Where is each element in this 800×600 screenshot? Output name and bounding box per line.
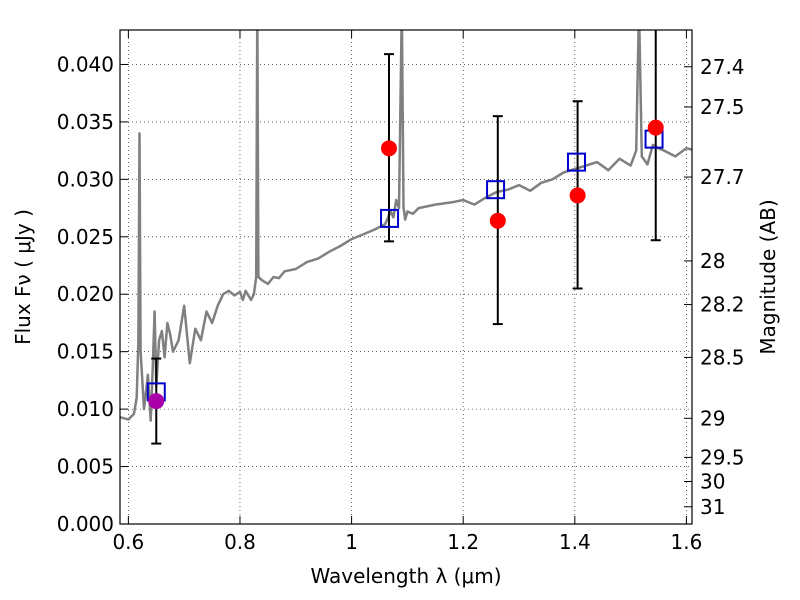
y-axis-ticks: 0.000 0.005 0.010 0.015 0.020 0.025 0.030 0.035…: [57, 52, 128, 536]
y2-tick-label: 29: [700, 406, 725, 430]
x-tick-label: 1.6: [671, 530, 703, 554]
x-tick-label: 1: [345, 530, 358, 554]
y2-tick-label: 30: [700, 469, 725, 493]
y-tick-label: 0.015: [57, 340, 114, 364]
y-tick-label: 0.035: [57, 110, 114, 134]
observed-points: [148, 119, 664, 410]
x-axis-ticks: 0.6 0.8 1 1.2 1.4 1.6: [112, 30, 702, 554]
model-band-square: [486, 180, 506, 200]
y2-tick-label: 27.7: [700, 165, 745, 189]
y2-tick-label: 28.5: [700, 345, 745, 369]
x-tick-label: 0.8: [224, 530, 256, 554]
y2-tick-label: 28.2: [700, 293, 745, 317]
y-tick-label: 0.020: [57, 282, 114, 306]
grid: [120, 30, 692, 525]
y2-tick-label: 27.5: [700, 95, 745, 119]
y2-axis-title: Magnitude (AB): [756, 199, 780, 354]
y-tick-label: 0.005: [57, 455, 114, 479]
model-band-square: [566, 152, 586, 172]
plot-frame: [119, 29, 693, 525]
observed-point: [489, 212, 506, 229]
observed-point: [380, 140, 397, 157]
x-axis-title: Wavelength λ (μm): [310, 564, 501, 588]
y2-tick-label: 31: [700, 495, 725, 519]
spectrum-series: [120, 30, 692, 422]
y-axis-title: Flux Fν ( μJy ): [11, 209, 35, 345]
y-tick-label: 0.010: [57, 397, 114, 421]
x-tick-label: 1.2: [447, 530, 479, 554]
model-band-square: [380, 208, 400, 228]
y2-tick-label: 29.5: [700, 445, 745, 469]
observed-point: [148, 393, 165, 410]
x-tick-label: 1.4: [559, 530, 591, 554]
y-tick-label: 0.025: [57, 225, 114, 249]
y2-tick-label: 27.4: [700, 55, 745, 79]
errorbars: [151, 30, 661, 445]
y-tick-label: 0.000: [57, 512, 114, 536]
x-tick-label: 0.6: [112, 530, 144, 554]
observed-point: [569, 187, 586, 204]
y2-tick-label: 28: [700, 249, 725, 273]
spectrum-line: [120, 30, 692, 422]
model-band-points: [146, 129, 664, 402]
y-tick-label: 0.030: [57, 167, 114, 191]
observed-point: [647, 119, 664, 136]
y-tick-label: 0.040: [57, 52, 114, 76]
